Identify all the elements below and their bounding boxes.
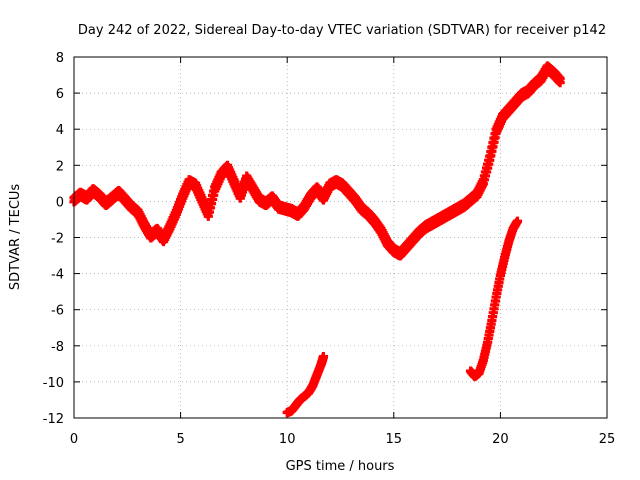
x-tick-label: 5 <box>176 432 184 447</box>
data-points <box>69 61 565 418</box>
chart-title: Day 242 of 2022, Sidereal Day-to-day VTE… <box>78 23 606 38</box>
y-tick-label: 8 <box>56 51 64 66</box>
data-point-marker <box>512 216 523 226</box>
x-tick-label: 15 <box>386 432 403 447</box>
y-tick-label: 4 <box>56 123 64 138</box>
y-tick-label: -2 <box>51 232 64 247</box>
series-0 <box>69 61 565 261</box>
y-tick-label: -8 <box>51 340 64 355</box>
x-tick-label: 20 <box>492 432 509 447</box>
y-tick-label: -4 <box>51 268 64 283</box>
y-tick-label: 0 <box>56 195 64 210</box>
y-tick-label: 6 <box>56 87 64 102</box>
y-tick-label: 2 <box>56 159 64 174</box>
series-1 <box>282 352 329 418</box>
y-tick-label: -6 <box>51 304 64 319</box>
data-point-marker <box>318 352 329 362</box>
data-point-marker <box>555 78 565 88</box>
x-tick-label: 25 <box>599 432 616 447</box>
x-tick-label: 10 <box>279 432 296 447</box>
y-axis-label: SDTVAR / TECUs <box>8 184 23 291</box>
x-axis-ticks: 0 5 10 15 20 25 <box>70 57 615 447</box>
plot-frame <box>73 56 608 419</box>
y-tick-label: -12 <box>43 412 64 427</box>
y-axis-ticks: -12 -10 -8 -6 -4 -2 0 2 4 6 8 <box>43 51 607 427</box>
y-tick-label: -10 <box>43 376 64 391</box>
x-axis-label: GPS time / hours <box>286 459 395 474</box>
series-2 <box>465 216 523 382</box>
x-tick-label: 0 <box>70 432 78 447</box>
